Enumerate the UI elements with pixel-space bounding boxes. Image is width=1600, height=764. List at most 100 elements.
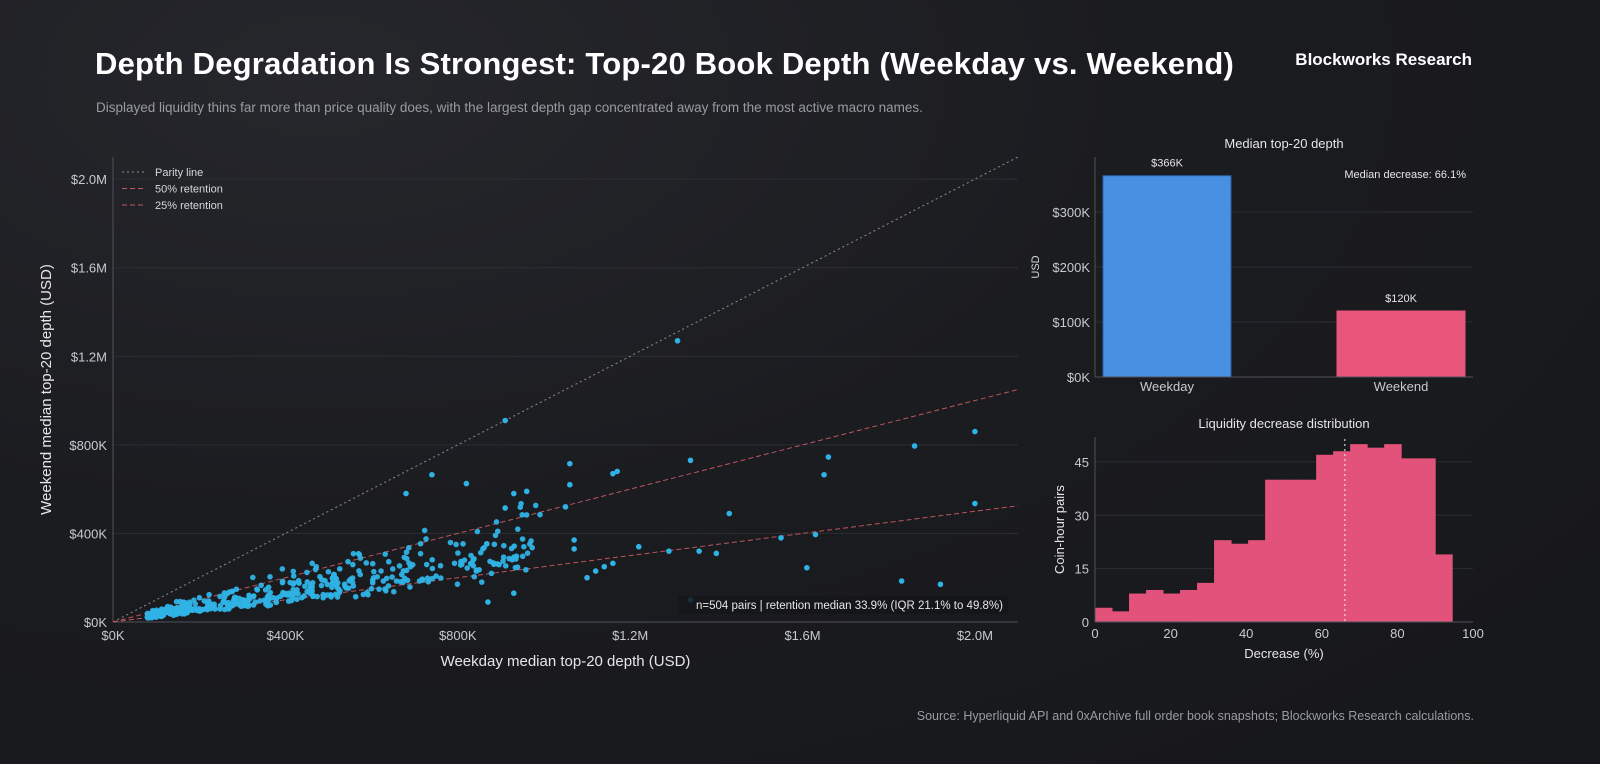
scatter-y-tick-label: $0K <box>84 615 107 630</box>
histogram-bar <box>1265 479 1283 622</box>
scatter-point <box>972 428 978 435</box>
scatter-point <box>240 597 247 604</box>
histogram-x-tick-label: 0 <box>1091 626 1098 641</box>
bar-y-tick-label: $0K <box>1067 370 1090 385</box>
scatter-point <box>502 417 508 424</box>
scatter-point <box>423 561 430 568</box>
scatter-point <box>478 579 485 585</box>
scatter-point <box>371 568 377 575</box>
scatter-point <box>258 582 264 589</box>
histogram-bar <box>1197 582 1215 622</box>
scatter-point <box>175 610 181 617</box>
scatter-point <box>509 556 516 563</box>
scatter-point <box>481 544 487 551</box>
scatter-y-axis-label: Weekend median top-20 depth (USD) <box>38 264 55 515</box>
histogram-bar <box>1146 589 1164 622</box>
scatter-point <box>299 594 305 601</box>
scatter-point <box>246 594 253 601</box>
scatter-point <box>471 555 477 562</box>
scatter-point <box>221 597 227 604</box>
scatter-point <box>490 560 497 566</box>
scatter-point <box>349 575 356 581</box>
histogram-y-tick-label: 30 <box>1075 508 1089 523</box>
scatter-point <box>196 594 203 601</box>
scatter-point <box>382 551 389 557</box>
scatter-point <box>251 593 257 599</box>
scatter-point <box>356 551 363 558</box>
histogram-bar <box>1248 540 1266 622</box>
scatter-point <box>460 541 466 547</box>
scatter-annotation: n=504 pairs | retention median 33.9% (IQ… <box>696 600 1003 612</box>
scatter-point <box>229 588 235 595</box>
scatter-point <box>309 560 315 567</box>
scatter-point <box>314 593 320 600</box>
histogram-bar <box>1163 593 1181 622</box>
scatter-point <box>292 589 299 596</box>
scatter-point <box>812 531 819 538</box>
scatter-point <box>567 460 573 467</box>
histogram-bar <box>1180 589 1198 622</box>
scatter-point <box>463 480 470 487</box>
histogram-bar <box>1299 479 1317 622</box>
scatter-point <box>451 560 458 567</box>
scatter-point <box>389 574 395 580</box>
histogram-bar <box>1401 458 1419 622</box>
scatter-y-tick-label: $2.0M <box>71 172 107 187</box>
scatter-point <box>401 554 408 561</box>
scatter-point <box>713 550 720 557</box>
histogram-bar <box>1129 593 1147 622</box>
scatter-point <box>502 563 509 569</box>
scatter-point <box>192 601 199 607</box>
scatter-point <box>250 574 256 581</box>
histogram-bar <box>1350 444 1368 622</box>
page-subtitle: Displayed liquidity thins far more than … <box>96 100 923 115</box>
page-title: Depth Degradation Is Strongest: Top-20 B… <box>95 46 1234 81</box>
bar-category-label: Weekday <box>1140 379 1194 394</box>
scatter-point <box>309 587 315 594</box>
bar-annotation: Median decrease: 66.1% <box>1344 169 1466 181</box>
scatter-point <box>425 578 432 585</box>
scatter-point <box>345 558 351 565</box>
scatter-point <box>502 505 508 511</box>
scatter-point <box>390 588 397 595</box>
bar-y-tick-label: $200K <box>1052 260 1090 275</box>
histogram-bar <box>1418 458 1436 622</box>
scatter-point <box>471 573 478 580</box>
scatter-point <box>177 598 183 605</box>
scatter-point <box>201 598 208 604</box>
scatter-point <box>349 561 356 568</box>
scatter-point <box>154 610 161 617</box>
bar-value-label: $120K <box>1385 293 1417 305</box>
scatter-point <box>407 584 413 590</box>
scatter-point <box>336 566 343 572</box>
scatter-point <box>464 565 471 571</box>
scatter-point <box>382 586 388 592</box>
scatter-point <box>194 607 200 614</box>
scatter-point <box>290 573 297 579</box>
scatter-point <box>696 548 702 554</box>
scatter-point <box>325 568 332 575</box>
scatter-point <box>517 504 524 510</box>
scatter-point <box>393 578 400 584</box>
scatter-point <box>825 454 832 460</box>
scatter-point <box>365 591 371 598</box>
legend-label: 50% retention <box>155 184 223 196</box>
scatter-point <box>407 563 414 570</box>
scatter-point <box>350 550 357 557</box>
scatter-point <box>369 560 376 567</box>
scatter-point <box>592 568 599 574</box>
scatter-point <box>290 568 297 575</box>
scatter-point <box>500 554 507 560</box>
scatter-point <box>389 566 396 572</box>
scatter-point <box>225 601 231 608</box>
scatter-point <box>265 592 272 599</box>
scatter-point <box>493 519 500 525</box>
scatter-point <box>523 512 530 518</box>
scatter-point <box>458 561 465 568</box>
histogram-y-tick-label: 0 <box>1082 615 1089 630</box>
scatter-point <box>403 549 410 556</box>
scatter-point <box>267 573 273 580</box>
scatter-point <box>217 602 224 609</box>
scatter-point <box>972 500 978 507</box>
histogram-y-axis-label: Coin-hour pairs <box>1052 485 1067 574</box>
